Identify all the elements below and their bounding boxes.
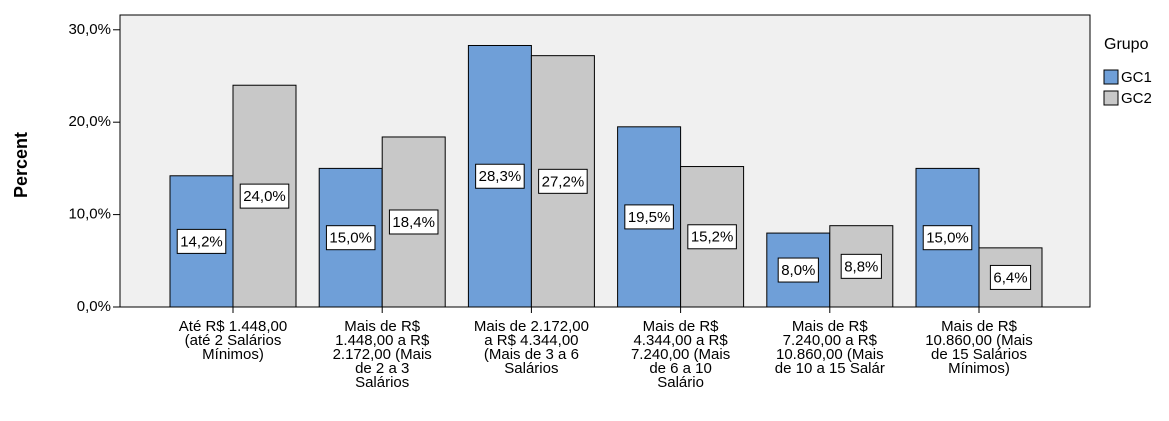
x-tick-label: Mais de R$ 7.240,00 a R$ 10.860,00 (Mais… bbox=[774, 318, 885, 377]
y-tick-label: 20,0% bbox=[68, 113, 111, 130]
value-label: 19,5% bbox=[628, 209, 671, 226]
value-label-box bbox=[176, 228, 227, 254]
y-axis-label: Percent bbox=[11, 132, 31, 198]
value-label-box bbox=[989, 264, 1032, 290]
value-label: 18,4% bbox=[392, 214, 435, 231]
value-label: 8,0% bbox=[781, 262, 815, 279]
value-label-box bbox=[687, 224, 737, 250]
value-label: 8,8% bbox=[844, 258, 878, 275]
value-label-box bbox=[624, 204, 674, 230]
value-label-box bbox=[777, 257, 819, 283]
value-label: 28,3% bbox=[479, 168, 522, 185]
x-tick-label: Mais de 2.172,00 a R$ 4.344,00 (Mais de … bbox=[473, 318, 589, 377]
value-label-box bbox=[840, 253, 882, 279]
value-label-box bbox=[325, 225, 376, 251]
legend-swatch bbox=[1103, 69, 1119, 85]
value-label: 14,2% bbox=[180, 233, 223, 250]
value-label-box bbox=[239, 183, 290, 209]
legend-title: Grupo bbox=[1104, 36, 1149, 53]
value-label: 15,0% bbox=[926, 230, 969, 247]
value-label: 24,0% bbox=[243, 188, 286, 205]
legend-label: GC2 bbox=[1121, 90, 1152, 107]
x-tick-label: Mais de R$ 10.860,00 (Mais de 15 Salário… bbox=[925, 318, 1033, 377]
y-tick-label: 0,0% bbox=[77, 298, 111, 315]
x-tick-label: Mais de R$ 1.448,00 a R$ 2.172,00 (Mais … bbox=[332, 318, 432, 391]
value-label-box bbox=[922, 225, 973, 251]
y-tick-label: 10,0% bbox=[68, 206, 111, 223]
value-label-box bbox=[388, 209, 439, 235]
value-label: 15,0% bbox=[329, 230, 372, 247]
value-label: 15,2% bbox=[691, 229, 734, 246]
value-label-box bbox=[538, 168, 588, 194]
legend-swatch bbox=[1103, 90, 1119, 106]
x-tick-label: Mais de R$ 4.344,00 a R$ 7.240,00 (Mais … bbox=[630, 318, 731, 391]
value-label-box bbox=[475, 163, 525, 189]
value-label: 6,4% bbox=[993, 269, 1027, 286]
value-label: 27,2% bbox=[542, 173, 585, 190]
x-tick-label: Até R$ 1.448,00 (até 2 Salários Mínimos) bbox=[178, 318, 288, 363]
y-tick-label: 30,0% bbox=[68, 21, 111, 38]
legend-label: GC1 bbox=[1121, 69, 1152, 86]
